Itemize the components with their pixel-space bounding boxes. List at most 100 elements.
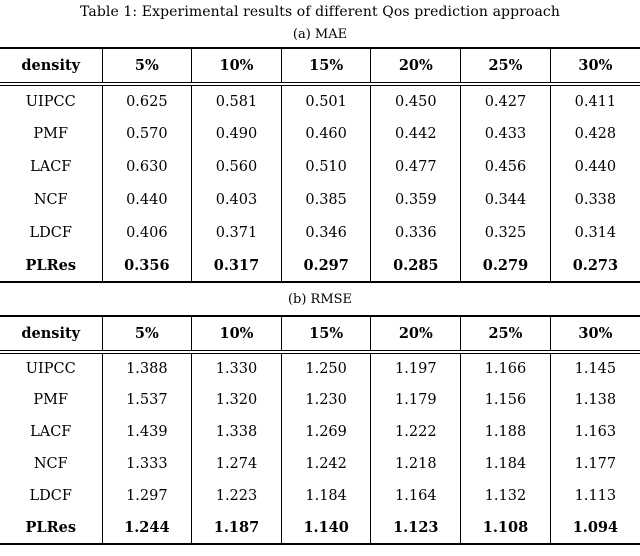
table-row-ncf: NCF 0.440 0.403 0.385 0.359 0.344 0.338 [0, 183, 640, 216]
table-row-lacf: LACF 0.630 0.560 0.510 0.477 0.456 0.440 [0, 150, 640, 183]
row-label: NCF [33, 456, 68, 472]
table-cell: 1.297 [101, 480, 192, 512]
row-label: PLRes [25, 519, 77, 536]
table-cell: 1.197 [370, 352, 461, 384]
row-label: PMF [33, 392, 69, 408]
table-cell: 1.113 [549, 480, 640, 512]
table-row-pmf: PMF 0.570 0.490 0.460 0.442 0.433 0.428 [0, 117, 640, 150]
table-cell: 1.184 [280, 480, 371, 512]
table-cell: 0.406 [101, 216, 192, 249]
mae-header-row: density 5% 10% 15% 20% 25% 30% [0, 48, 640, 86]
table-cell: 0.279 [460, 249, 551, 282]
table-cell: 0.501 [280, 84, 371, 117]
table-cell: 1.184 [460, 448, 551, 480]
table-cell: 0.460 [280, 117, 371, 150]
header-cell-density-15: 15% [280, 48, 371, 86]
table-cell: 1.244 [101, 512, 192, 544]
table-cell: 0.273 [549, 249, 640, 282]
table-cell: 0.427 [460, 84, 551, 117]
header-cell-density-25: 25% [460, 48, 551, 86]
table-cell: 1.163 [549, 416, 640, 448]
table-row-ncf: NCF 1.333 1.274 1.242 1.218 1.184 1.177 [0, 448, 640, 480]
table-cell: 1.320 [191, 384, 282, 416]
table-cell: 0.371 [191, 216, 282, 249]
row-label: LDCF [29, 224, 72, 241]
header-cell-density-20: 20% [370, 316, 461, 354]
rmse-header-row: density 5% 10% 15% 20% 25% 30% [0, 316, 640, 354]
table-cell: 1.123 [370, 512, 461, 544]
table-cell: 0.314 [549, 216, 640, 249]
table-cell: 0.356 [101, 249, 192, 282]
header-cell-density-30: 30% [549, 48, 640, 86]
table-cell: 0.440 [549, 150, 640, 183]
table-cell: 1.269 [280, 416, 371, 448]
row-label: PMF [33, 125, 69, 142]
table-cell: 1.177 [549, 448, 640, 480]
table-cell: 0.385 [280, 183, 371, 216]
table-row-pmf: PMF 1.537 1.320 1.230 1.179 1.156 1.138 [0, 384, 640, 416]
table-cell: 0.317 [191, 249, 282, 282]
table-cell: 1.250 [280, 352, 371, 384]
table-cell: 0.346 [280, 216, 371, 249]
table-cell: 1.242 [280, 448, 371, 480]
table-cell: 1.138 [549, 384, 640, 416]
table-cell: 1.388 [101, 352, 192, 384]
row-label: UIPCC [25, 93, 76, 110]
subtable-rmse-caption: (b) RMSE [287, 292, 353, 307]
table-title: Table 1: Experimental results of differe… [80, 4, 560, 20]
table-cell: 0.297 [280, 249, 371, 282]
table-cell: 0.403 [191, 183, 282, 216]
table-cell: 1.223 [191, 480, 282, 512]
header-cell-density-15: 15% [280, 316, 371, 354]
table-cell: 1.537 [101, 384, 192, 416]
header-cell-density-10: 10% [191, 316, 282, 354]
table-cell: 1.094 [549, 512, 640, 544]
header-cell-density-5: 5% [101, 316, 192, 354]
table-cell: 0.570 [101, 117, 192, 150]
table-cell: 1.333 [101, 448, 192, 480]
table-cell: 0.625 [101, 84, 192, 117]
row-label: LACF [30, 158, 72, 175]
table-cell: 0.450 [370, 84, 461, 117]
table-cell: 0.510 [280, 150, 371, 183]
table-row-uipcc: UIPCC 1.388 1.330 1.250 1.197 1.166 1.14… [0, 352, 640, 384]
header-cell-density-20: 20% [370, 48, 461, 86]
table-cell: 0.411 [549, 84, 640, 117]
table-cell: 1.179 [370, 384, 461, 416]
table-cell: 1.164 [370, 480, 461, 512]
table-cell: 0.456 [460, 150, 551, 183]
row-label: UIPCC [25, 361, 76, 377]
table-cell: 1.274 [191, 448, 282, 480]
table-cell: 0.325 [460, 216, 551, 249]
table-cell: 1.439 [101, 416, 192, 448]
header-cell-density: density [0, 316, 102, 354]
table-cell: 0.581 [191, 84, 282, 117]
table-cell: 1.218 [370, 448, 461, 480]
table-cell: 1.145 [549, 352, 640, 384]
table-cell: 1.108 [460, 512, 551, 544]
table-cell: 0.560 [191, 150, 282, 183]
table-cell: 0.336 [370, 216, 461, 249]
table-cell: 0.359 [370, 183, 461, 216]
table-row-uipcc: UIPCC 0.625 0.581 0.501 0.450 0.427 0.41… [0, 84, 640, 117]
table-row-lacf: LACF 1.439 1.338 1.269 1.222 1.188 1.163 [0, 416, 640, 448]
header-cell-density: density [0, 48, 102, 86]
header-cell-density-10: 10% [191, 48, 282, 86]
table-row-plres: PLRes 1.244 1.187 1.140 1.123 1.108 1.09… [0, 512, 640, 544]
row-label: NCF [33, 191, 68, 208]
table-cell: 0.433 [460, 117, 551, 150]
table-cell: 1.230 [280, 384, 371, 416]
table-cell: 0.442 [370, 117, 461, 150]
table-cell: 1.188 [460, 416, 551, 448]
table-cell: 0.490 [191, 117, 282, 150]
table-cell: 1.330 [191, 352, 282, 384]
table-cell: 0.630 [101, 150, 192, 183]
table-cell: 1.338 [191, 416, 282, 448]
row-label: LACF [30, 424, 72, 440]
mae-table: density 5% 10% 15% 20% 25% 30% UIPCC 0.6… [0, 47, 640, 283]
header-cell-density-5: 5% [101, 48, 192, 86]
rmse-table: density 5% 10% 15% 20% 25% 30% UIPCC 1.3… [0, 315, 640, 545]
table-cell: 0.428 [549, 117, 640, 150]
table-cell: 1.156 [460, 384, 551, 416]
